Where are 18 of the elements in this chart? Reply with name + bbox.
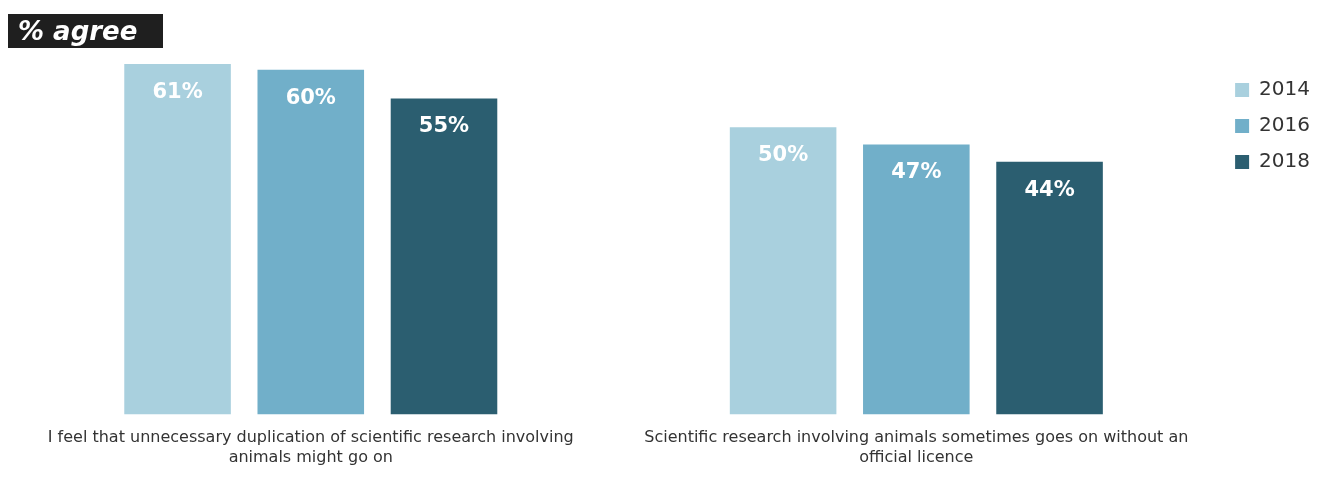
data-label: 47%: [891, 159, 942, 184]
bar: [124, 64, 231, 415]
legend-label: 2018: [1259, 148, 1311, 173]
bar: [996, 161, 1103, 415]
data-label: 60%: [285, 84, 336, 109]
bar: [863, 144, 970, 415]
data-label: 44%: [1024, 176, 1075, 201]
x-tick-label: I feel that unnecessary duplication of scientific research involving animals might go on: [47, 427, 574, 466]
legend-label: 2016: [1259, 112, 1311, 137]
legend-label: 2014: [1259, 76, 1311, 101]
chart-title: % agree: [8, 14, 164, 48]
x-tick-label: Scientific research involving animals sometimes goes on without an official licence: [644, 427, 1189, 466]
bar: [257, 69, 365, 415]
data-label: 61%: [152, 78, 203, 103]
data-label: 55%: [418, 113, 470, 138]
data-label: 50%: [757, 142, 809, 167]
bar: [729, 127, 837, 415]
bar: [390, 98, 498, 415]
